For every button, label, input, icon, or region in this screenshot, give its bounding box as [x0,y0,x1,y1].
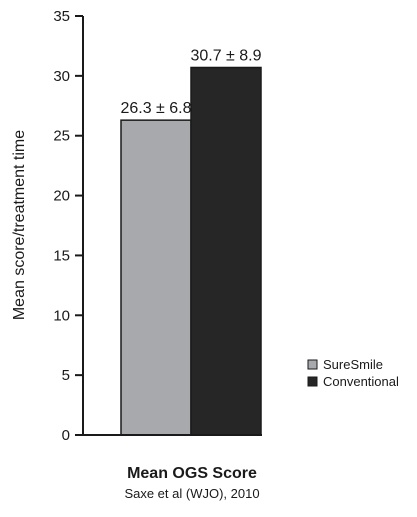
legend-swatch-suresmile [307,359,318,370]
y-tick-label-0: 0 [62,427,70,444]
y-tick-label-3: 15 [53,247,70,264]
chart-subtitle: Saxe et al (WJO), 2010 [124,486,259,501]
y-tick-label-4: 20 [53,188,70,205]
legend-swatch-conventional [307,376,318,387]
bar-suresmile [120,119,192,436]
legend-label-suresmile: SureSmile [323,357,383,372]
y-axis: 0 5 10 15 20 25 30 35 [53,8,84,444]
legend-label-conventional: Conventional [323,374,399,389]
y-tick-label-1: 5 [62,367,70,384]
y-tick-label-5: 25 [53,128,70,145]
chart-title: Mean OGS Score [127,465,257,482]
data-label-conventional: 30.7 ± 8.9 [190,47,261,64]
y-axis-title: Mean score/treatment time [11,130,28,320]
bar-conventional [190,66,262,436]
y-tick-label-6: 30 [53,68,70,85]
data-label-suresmile: 26.3 ± 6.8 [120,100,191,117]
y-tick-label-7: 35 [53,8,70,25]
y-tick-label-2: 10 [53,307,70,324]
legend: SureSmile Conventional [307,357,399,389]
bars: 26.3 ± 6.8 30.7 ± 8.9 [120,47,262,436]
